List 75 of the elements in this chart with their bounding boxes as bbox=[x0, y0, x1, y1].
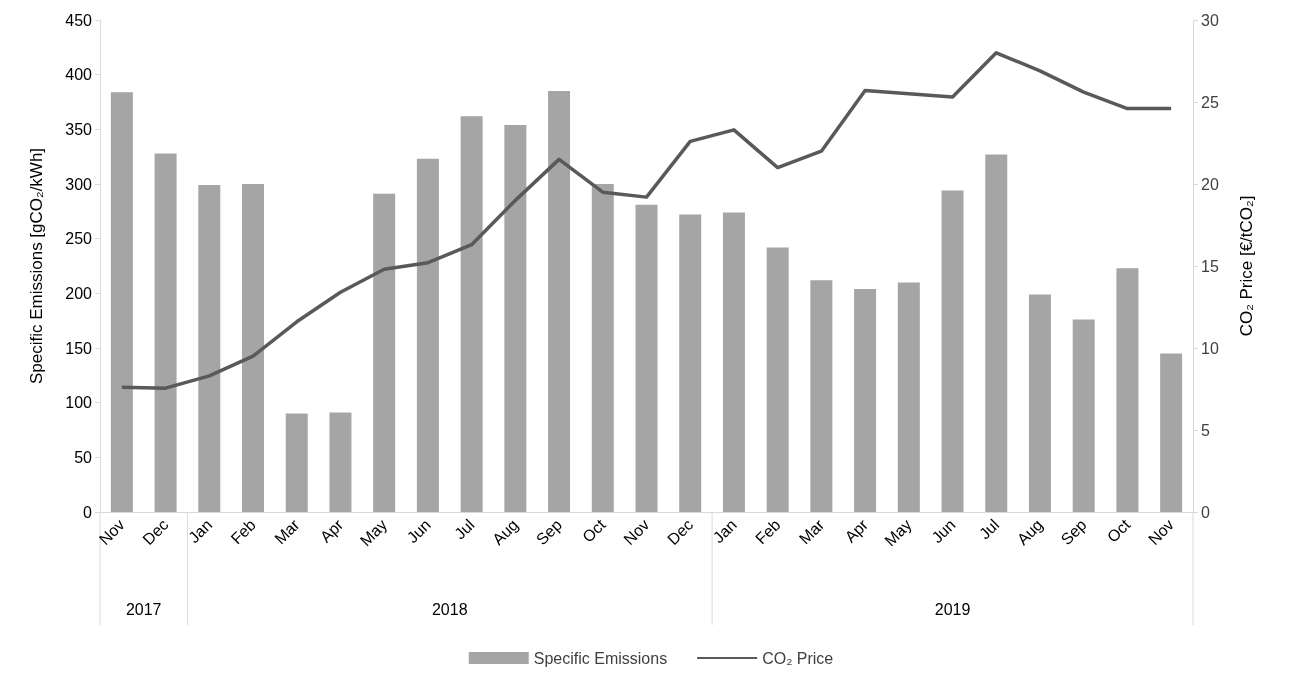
x-tick-label: Mar bbox=[271, 515, 304, 548]
bar bbox=[1116, 268, 1139, 512]
y-tick-label: 450 bbox=[65, 11, 93, 29]
x-tick-label: Jun bbox=[928, 515, 959, 547]
x-tick-label: Sep bbox=[1057, 515, 1090, 549]
y-tick-label: 0 bbox=[83, 503, 93, 521]
y2-tick-label: 25 bbox=[1201, 93, 1219, 111]
y-tick-label: 400 bbox=[65, 66, 93, 84]
x-tick-label: Jul bbox=[451, 515, 478, 543]
x-tick-label: Apr bbox=[316, 515, 347, 546]
y-tick-label: 100 bbox=[65, 394, 93, 412]
text: 2019 bbox=[934, 600, 971, 618]
legend-label: Specific Emissions bbox=[533, 649, 668, 667]
y-tick-label: 150 bbox=[65, 339, 93, 357]
bar bbox=[242, 184, 265, 512]
x-tick-label: Oct bbox=[579, 515, 610, 546]
bar bbox=[548, 91, 571, 512]
y-axis-title: Specific Emissions [gCO₂/kWh] bbox=[27, 147, 46, 385]
x-tick-label: Nov bbox=[1145, 515, 1178, 549]
bar bbox=[1160, 353, 1183, 512]
x-tick-label: Apr bbox=[841, 515, 872, 546]
x-tick-label: Aug bbox=[489, 515, 522, 549]
bar bbox=[460, 116, 483, 512]
bar bbox=[285, 413, 308, 512]
y-tick-label: 300 bbox=[65, 175, 93, 193]
bar bbox=[854, 288, 877, 512]
bar bbox=[810, 280, 833, 512]
x-tick-label: Dec bbox=[664, 515, 697, 549]
y2-tick-label: 10 bbox=[1201, 339, 1219, 357]
x-tick-label: Feb bbox=[227, 515, 260, 548]
bar bbox=[635, 204, 658, 512]
y2-tick-label: 30 bbox=[1201, 11, 1219, 29]
bar bbox=[591, 184, 614, 512]
bar bbox=[504, 124, 527, 512]
x-tick-label: Nov bbox=[620, 515, 653, 549]
bar bbox=[198, 185, 221, 512]
y2-tick-label: 20 bbox=[1201, 175, 1219, 193]
x-tick-label: Mar bbox=[795, 515, 828, 548]
x-tick-label: Jun bbox=[403, 515, 434, 547]
x-tick-label: Jul bbox=[975, 515, 1003, 543]
x-tick-label: Dec bbox=[139, 515, 172, 549]
y-tick-label: 350 bbox=[65, 120, 93, 138]
bar bbox=[941, 190, 964, 512]
text: 2018 bbox=[431, 600, 468, 618]
bar bbox=[1028, 294, 1051, 512]
x-tick-label: Jan bbox=[709, 515, 740, 547]
x-tick-label: May bbox=[881, 515, 915, 550]
bar bbox=[110, 92, 133, 512]
y-tick-label: 200 bbox=[65, 284, 93, 302]
bar bbox=[985, 154, 1008, 512]
y2-axis-title: CO₂ Price [€/tCO₂] bbox=[1237, 195, 1256, 337]
bar bbox=[373, 193, 396, 512]
x-tick-label: Nov bbox=[95, 515, 128, 549]
bar bbox=[766, 247, 789, 512]
y2-tick-label: 15 bbox=[1201, 257, 1219, 275]
legend-label: CO₂ Price bbox=[762, 649, 834, 667]
y2-tick-label: 0 bbox=[1201, 503, 1210, 521]
y-tick-label: 50 bbox=[74, 448, 93, 466]
x-tick-label: May bbox=[356, 515, 391, 550]
text: 2017 bbox=[125, 600, 162, 618]
bar bbox=[679, 214, 702, 512]
x-tick-label: Jan bbox=[185, 515, 216, 547]
x-tick-label: Feb bbox=[752, 515, 784, 548]
y2-tick-label: 5 bbox=[1201, 421, 1210, 439]
bar bbox=[1072, 319, 1095, 512]
bar bbox=[722, 212, 745, 512]
line-series bbox=[120, 51, 1173, 390]
bar bbox=[897, 282, 920, 512]
x-tick-label: Aug bbox=[1013, 515, 1046, 549]
x-tick-label: Sep bbox=[532, 515, 566, 549]
bar bbox=[416, 158, 439, 512]
x-tick-label: Oct bbox=[1103, 515, 1134, 546]
bar bbox=[329, 412, 352, 512]
bar bbox=[154, 153, 177, 512]
y-tick-label: 250 bbox=[65, 230, 93, 248]
